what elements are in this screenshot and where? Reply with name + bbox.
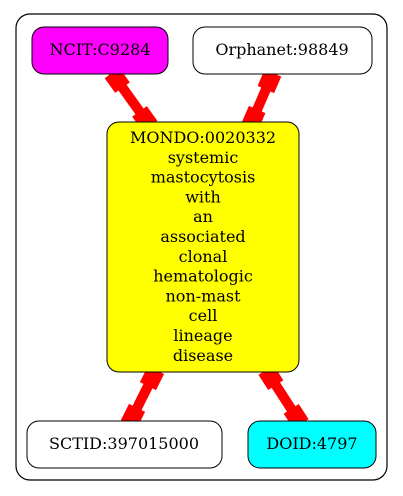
node-mondo-label-line: non-mast xyxy=(166,286,242,305)
node-mondo-label-line: clonal xyxy=(179,247,228,266)
edge-end-marker xyxy=(257,69,282,94)
node-mondo-label-line: cell xyxy=(189,306,218,325)
node-orphanet-label: Orphanet:98849 xyxy=(215,40,348,59)
node-ncit[interactable]: NCIT:C9284 xyxy=(31,26,169,75)
node-ncit-box xyxy=(31,26,169,75)
node-mondo-label-line: associated xyxy=(160,227,245,246)
node-mondo-label-line: with xyxy=(185,187,221,206)
node-orphanet-box xyxy=(192,26,373,75)
node-mondo[interactable]: MONDO:0020332 systemic mastocytosis with an a… xyxy=(106,121,300,373)
node-sctid-label: SCTID:397015000 xyxy=(49,434,199,453)
node-sctid[interactable]: SCTID:397015000 xyxy=(26,420,223,469)
node-mondo-label-line: hematologic xyxy=(153,267,253,286)
node-ncit-label: NCIT:C9284 xyxy=(49,40,150,59)
node-mondo-label: MONDO:0020332 systemic mastocytosis with an a… xyxy=(130,128,276,365)
node-doid-box xyxy=(247,420,377,469)
node-mondo-label-line: disease xyxy=(173,346,233,365)
node-mondo-label-line: lineage xyxy=(173,326,232,345)
node-mondo-box xyxy=(106,121,300,373)
node-mondo-label-line: MONDO:0020332 xyxy=(130,128,276,147)
node-mondo-label-line: systemic xyxy=(168,148,239,167)
node-orphanet[interactable]: Orphanet:98849 xyxy=(192,26,373,75)
node-mondo-label-line: an xyxy=(193,207,213,226)
cluster-border xyxy=(15,13,388,481)
node-doid[interactable]: DOID:4797 xyxy=(247,420,377,469)
node-doid-label: DOID:4797 xyxy=(266,434,357,453)
node-mondo-label-line: mastocytosis xyxy=(151,168,256,187)
node-sctid-box xyxy=(26,420,223,469)
